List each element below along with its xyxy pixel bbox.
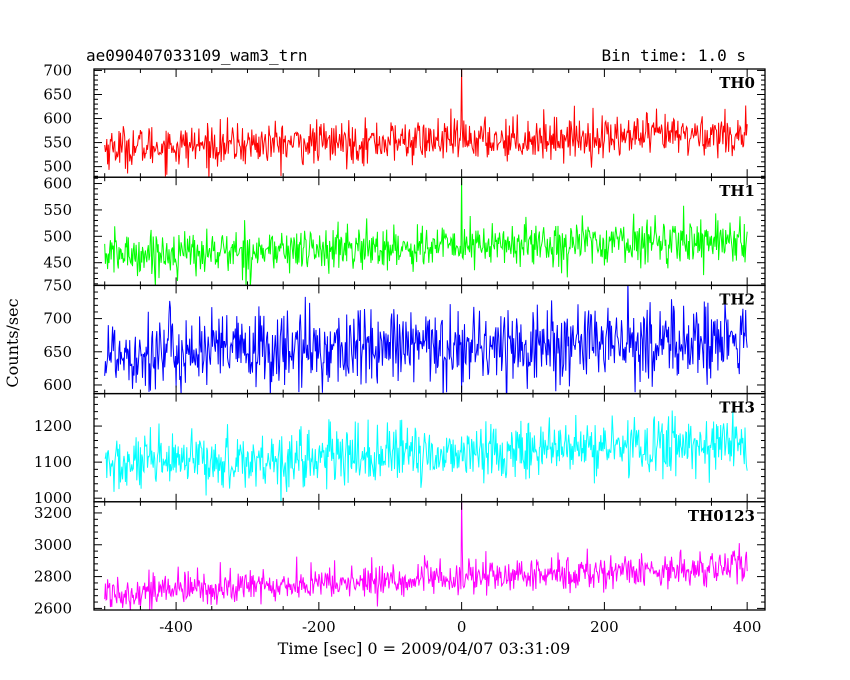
x-tick-label: 400 bbox=[733, 618, 762, 636]
y-tick-label: 3200 bbox=[34, 504, 72, 522]
y-tick-label: 600 bbox=[43, 376, 72, 394]
y-tick-label: 700 bbox=[43, 61, 72, 79]
y-tick-label: 1100 bbox=[34, 453, 72, 471]
series-th0 bbox=[104, 69, 748, 178]
y-tick-label: 650 bbox=[43, 343, 72, 361]
x-tick-label: -200 bbox=[302, 618, 336, 636]
panel-label-th1: TH1 bbox=[719, 182, 755, 200]
panel-th2: 600 650 700 750 TH2 bbox=[43, 276, 766, 395]
y-tick-label: 750 bbox=[43, 276, 72, 294]
y-tick-label: 500 bbox=[43, 227, 72, 245]
y-tick-label: 450 bbox=[43, 254, 72, 272]
series-th0123 bbox=[104, 501, 748, 610]
y-tick-label: 700 bbox=[43, 310, 72, 328]
series-th3 bbox=[104, 409, 748, 502]
y-axis-title: Counts/sec bbox=[3, 298, 22, 387]
panel-th0: 500 550 600 650 700 TH0 bbox=[43, 61, 766, 178]
x-axis-title: Time [sec] 0 = 2009/04/07 03:31:09 bbox=[278, 639, 571, 658]
panel-th0123: 2600 2800 3000 3200 TH0123 bbox=[34, 501, 766, 617]
series-th1 bbox=[104, 177, 748, 286]
chart-title: ae090407033109_wam3_trn bbox=[86, 46, 308, 65]
y-tick-label: 600 bbox=[43, 175, 72, 193]
panel-th3: 1000 1100 1200 TH3 bbox=[34, 392, 766, 507]
y-tick-label: 500 bbox=[43, 158, 72, 176]
bin-time-label: Bin time: 1.0 s bbox=[602, 46, 747, 65]
series-th2 bbox=[104, 285, 748, 394]
y-tick-label: 3000 bbox=[34, 536, 72, 554]
panel-th1: 450 500 550 600 TH1 bbox=[43, 175, 766, 287]
panel-label-th0123: TH0123 bbox=[688, 507, 755, 525]
y-tick-label: 550 bbox=[43, 201, 72, 219]
x-tick-label: -400 bbox=[159, 618, 193, 636]
panel-label-th3: TH3 bbox=[719, 399, 755, 417]
y-tick-label: 1000 bbox=[34, 489, 72, 507]
panel-label-th2: TH2 bbox=[719, 290, 755, 308]
y-tick-label: 2600 bbox=[34, 599, 72, 617]
x-tick-label: 0 bbox=[457, 618, 467, 636]
y-tick-label: 600 bbox=[43, 110, 72, 128]
y-tick-label: 1200 bbox=[34, 417, 72, 435]
panels: 500 550 600 650 700 TH0 450 500 550 600 TH1 600 650 7… bbox=[34, 61, 766, 636]
panel-label-th0: TH0 bbox=[719, 74, 755, 92]
panel-frame-th0123 bbox=[93, 501, 766, 611]
y-tick-label: 550 bbox=[43, 134, 72, 152]
y-tick-label: 2800 bbox=[34, 568, 72, 586]
panel-frame-th0 bbox=[93, 68, 766, 178]
x-tick-label: 200 bbox=[590, 618, 619, 636]
y-tick-label: 650 bbox=[43, 85, 72, 103]
